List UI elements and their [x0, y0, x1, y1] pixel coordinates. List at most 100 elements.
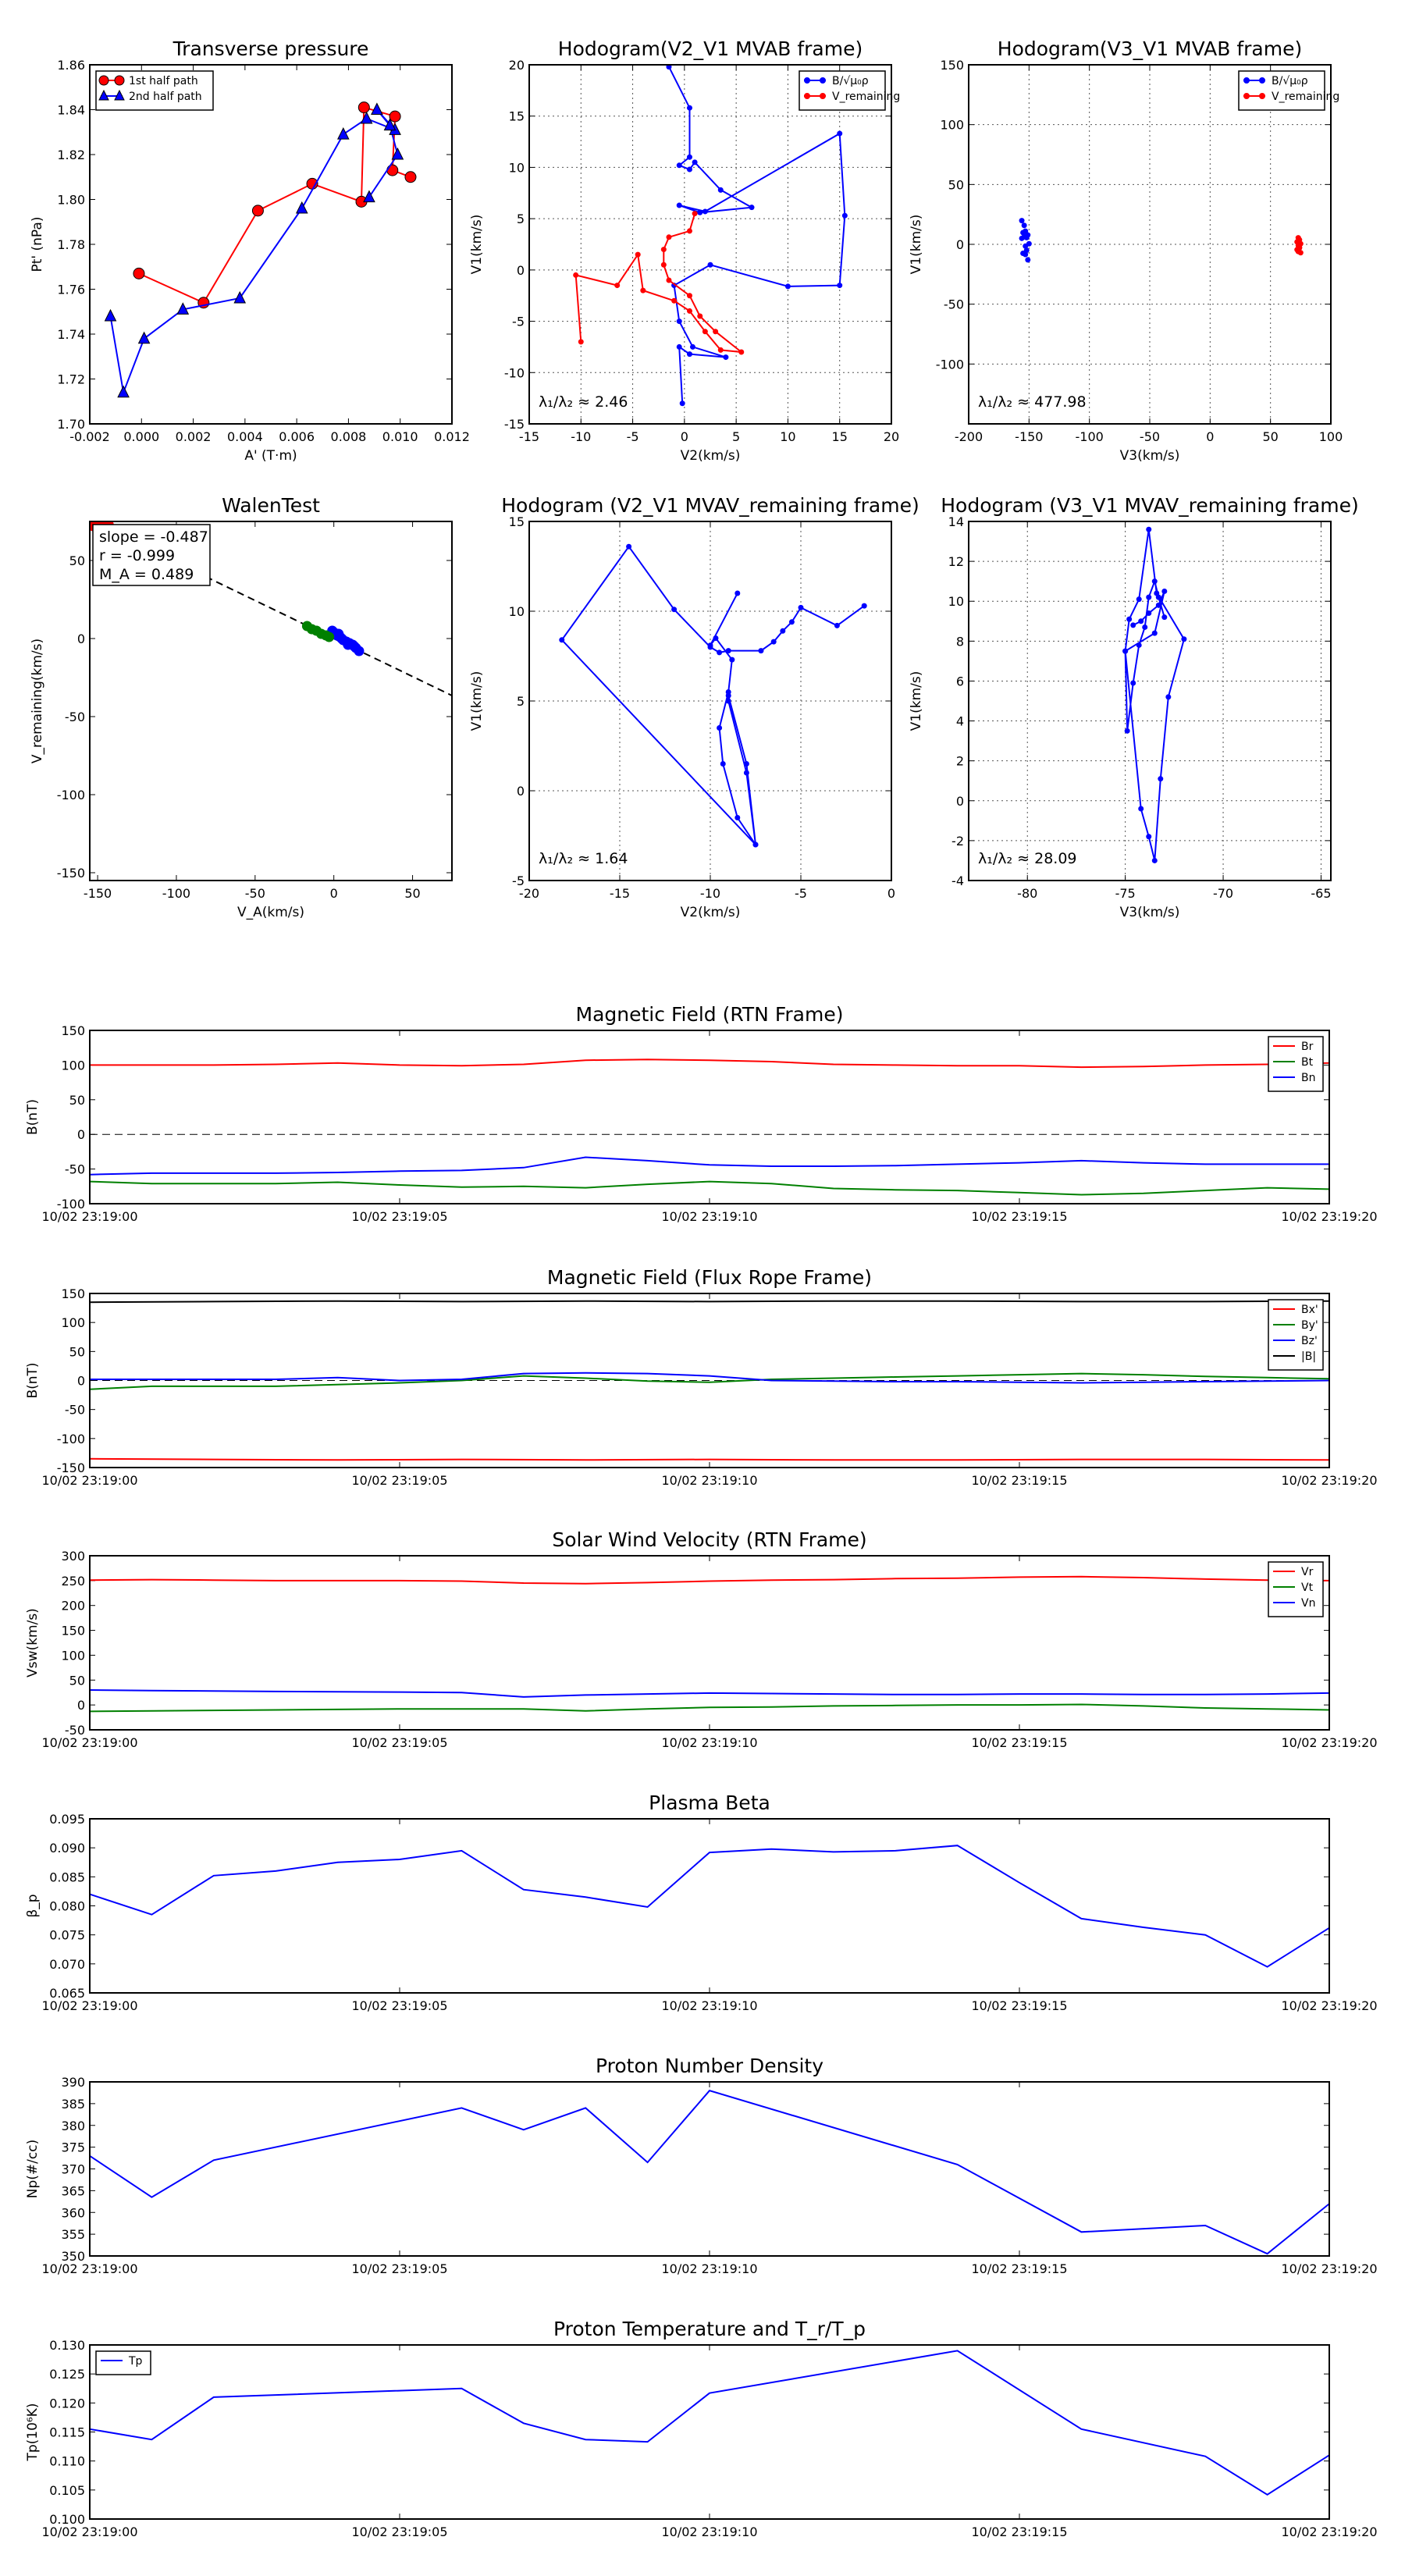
x-tick-label: -0.002 [69, 429, 110, 444]
data-point [725, 648, 731, 654]
y-tick-label: 0.075 [49, 1928, 85, 1943]
series-line-Br [90, 1059, 1329, 1069]
chart-transverse_pressure: Transverse pressure 1.70 1.72 1.74 1.76 1.78 1… [30, 37, 470, 464]
y-tick-label: 0.065 [49, 1986, 85, 2001]
axes-frame [89, 521, 453, 881]
plot-area [90, 2350, 1329, 2496]
axes-frame [89, 1030, 1330, 1204]
y-tick-label: 0.105 [49, 2483, 85, 2498]
chart-title: Hodogram (V2_V1 MVAV_remaining frame) [501, 494, 919, 517]
x-tick-label: 10/02 23:19:10 [661, 1735, 757, 1750]
data-point [1020, 229, 1026, 236]
x-tick-label: -100 [1076, 429, 1104, 444]
data-point [679, 400, 685, 407]
y-tick-label: -50 [65, 1723, 85, 1738]
data-point [1136, 596, 1142, 603]
chart-title: Plasma Beta [649, 1791, 770, 1814]
y-tick-label: -50 [65, 1162, 85, 1177]
x-tick-label: 0.004 [227, 429, 263, 444]
plot-area [90, 1845, 1329, 1968]
axes-frame [528, 521, 892, 881]
data-point [133, 267, 145, 279]
x-tick-label: 10/02 23:19:10 [661, 1473, 757, 1488]
chart-hodogram_v2v1_mvav: Hodogram (V2_V1 MVAV_remaining frame) -5 0… [469, 494, 919, 920]
legend-marker [820, 93, 826, 99]
plot-area [1122, 526, 1187, 863]
data-point [660, 262, 667, 268]
legend-marker [98, 75, 109, 86]
eigen-ratio-annotation: λ₁/λ₂ ≈ 28.09 [978, 850, 1077, 867]
y-tick-label: 0.115 [49, 2425, 85, 2440]
y-tick-label: 100 [61, 1058, 85, 1073]
legend: B/√μ₀ρ V_remaining [1238, 70, 1339, 111]
y-tick-label: 10 [509, 160, 525, 175]
y-tick-label: -15 [504, 417, 525, 432]
series-line-Bz' [90, 1372, 1329, 1384]
y-tick-label: 10 [509, 604, 525, 619]
x-axis-label: V3(km/s) [1120, 905, 1180, 920]
data-point [686, 154, 692, 160]
x-tick-label: 20 [884, 429, 899, 444]
y-axis-label: Pt' (nPa) [30, 217, 45, 272]
y-tick-label: 8 [956, 634, 964, 649]
series-line-By' [90, 1372, 1329, 1390]
data-point [713, 329, 719, 335]
data-point [676, 162, 682, 169]
y-tick-label: 1.82 [57, 148, 85, 162]
y-tick-label: 355 [61, 2227, 85, 2242]
axes-frame [89, 1818, 1330, 1994]
y-tick-label: -100 [936, 357, 964, 372]
x-tick-label: 10/02 23:19:10 [661, 2261, 757, 2276]
legend-label: Bz' [1301, 1335, 1318, 1347]
data-point [1126, 616, 1133, 622]
x-tick-label: 10/02 23:19:20 [1281, 1735, 1377, 1750]
data-point [1124, 728, 1130, 734]
data-point [1019, 235, 1025, 241]
x-tick-label: 0.006 [279, 429, 315, 444]
axes-frame [968, 521, 1332, 881]
data-point [1151, 857, 1158, 863]
y-tick-label: 150 [940, 58, 964, 73]
x-tick-label: 0.010 [382, 429, 418, 444]
data-point [725, 692, 731, 699]
axes-frame [968, 64, 1332, 425]
data-point [363, 190, 375, 203]
legend-label: V_remaining [832, 91, 900, 103]
data-point [707, 644, 713, 650]
chart-magnetic_field_rtn: Magnetic Field (RTN Frame) -100 -50 0 50 100 1… [25, 1003, 1378, 1224]
chart-magnetic_field_flux_rope: Magnetic Field (Flux Rope Frame) -150 -100… [25, 1266, 1378, 1488]
y-tick-label: 150 [61, 1023, 85, 1038]
x-tick-label: -20 [519, 886, 539, 901]
x-tick-label: 10/02 23:19:20 [1281, 1998, 1377, 2013]
data-point [578, 339, 584, 345]
x-tick-label: 10/02 23:19:05 [351, 1473, 447, 1488]
y-tick-label: 5 [517, 694, 525, 709]
y-tick-label: -100 [57, 1197, 85, 1212]
data-point [336, 633, 347, 644]
plot-area [559, 543, 867, 848]
y-axis-label: B(nT) [25, 1362, 41, 1398]
series-line-Np [90, 2090, 1329, 2255]
data-point [743, 761, 749, 767]
data-point [1138, 618, 1144, 624]
data-point [841, 212, 848, 219]
y-tick-label: 5 [517, 212, 525, 226]
y-tick-label: 0.080 [49, 1899, 85, 1914]
y-tick-label: 0 [77, 632, 85, 646]
y-tick-label: 50 [948, 177, 964, 192]
data-point [834, 622, 840, 628]
x-tick-label: 10/02 23:19:00 [41, 2261, 137, 2276]
y-tick-label: 2 [956, 754, 964, 769]
data-point [770, 639, 777, 645]
x-tick-label: 10/02 23:19:10 [661, 1998, 757, 2013]
data-point [371, 102, 383, 115]
y-tick-label: 1.84 [57, 103, 85, 118]
data-point [626, 543, 632, 550]
data-point [336, 127, 350, 140]
data-point [117, 385, 130, 398]
y-axis-label: V1(km/s) [909, 671, 924, 731]
x-tick-label: 10/02 23:19:05 [351, 1735, 447, 1750]
x-tick-label: 10/02 23:19:05 [351, 1998, 447, 2013]
x-axis-label: A' (T·m) [244, 448, 297, 464]
data-point [666, 277, 672, 283]
